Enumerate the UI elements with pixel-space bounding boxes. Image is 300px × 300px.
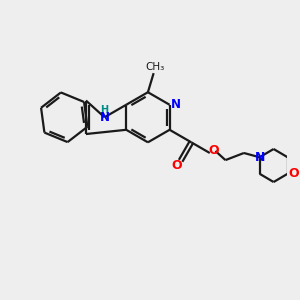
Text: O: O — [171, 159, 182, 172]
Text: N: N — [254, 151, 265, 164]
Text: O: O — [208, 144, 219, 157]
Text: H: H — [100, 105, 109, 115]
Text: O: O — [289, 167, 299, 180]
Text: CH₃: CH₃ — [146, 62, 165, 73]
Text: N: N — [100, 111, 110, 124]
Text: N: N — [171, 98, 181, 111]
